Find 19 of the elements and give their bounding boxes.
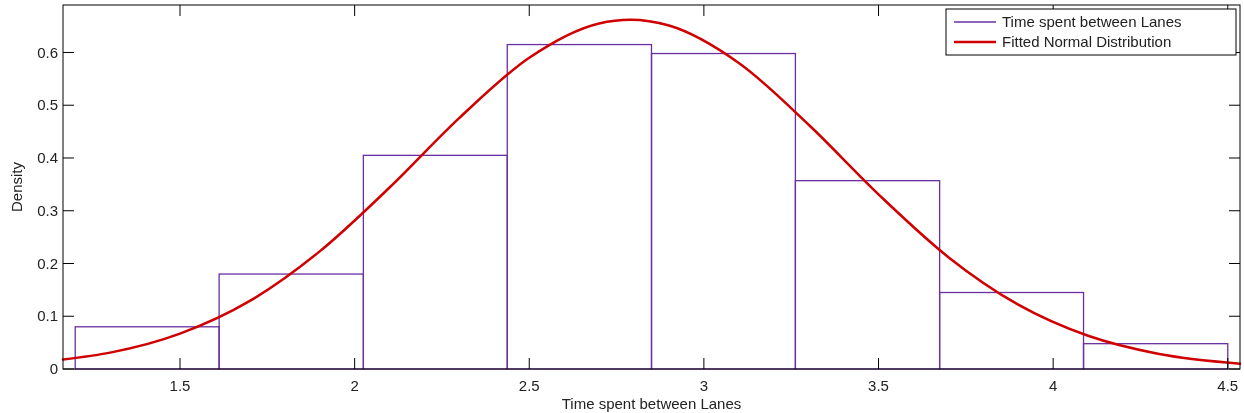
y-tick-label: 0.6	[37, 43, 58, 61]
line-series	[61, 18, 1242, 365]
y-axis-title: Density	[8, 161, 25, 213]
y-tick-label: 0.5	[37, 96, 58, 114]
y-tick-label: 0.2	[37, 254, 58, 272]
x-tick-label: 2.5	[518, 377, 540, 394]
legend-label: Time spent between Lanes	[1002, 13, 1182, 31]
y-tick-label: 0	[49, 360, 58, 378]
x-tick-label: 3	[699, 377, 709, 394]
x-tick-label: 4.5	[1217, 377, 1239, 394]
y-tick-label: 0.1	[37, 307, 58, 325]
x-tick-label: 1.5	[169, 377, 191, 394]
x-axis-title: Time spent between Lanes	[561, 395, 742, 412]
y-tick-label: 0.3	[37, 201, 58, 219]
x-tick-label: 4	[1048, 377, 1058, 394]
y-tick-label: 0.4	[37, 149, 58, 167]
legend-label: Fitted Normal Distribution	[1002, 33, 1172, 51]
x-tick-label: 2	[350, 377, 359, 394]
x-tick-label: 3.5	[868, 377, 889, 394]
